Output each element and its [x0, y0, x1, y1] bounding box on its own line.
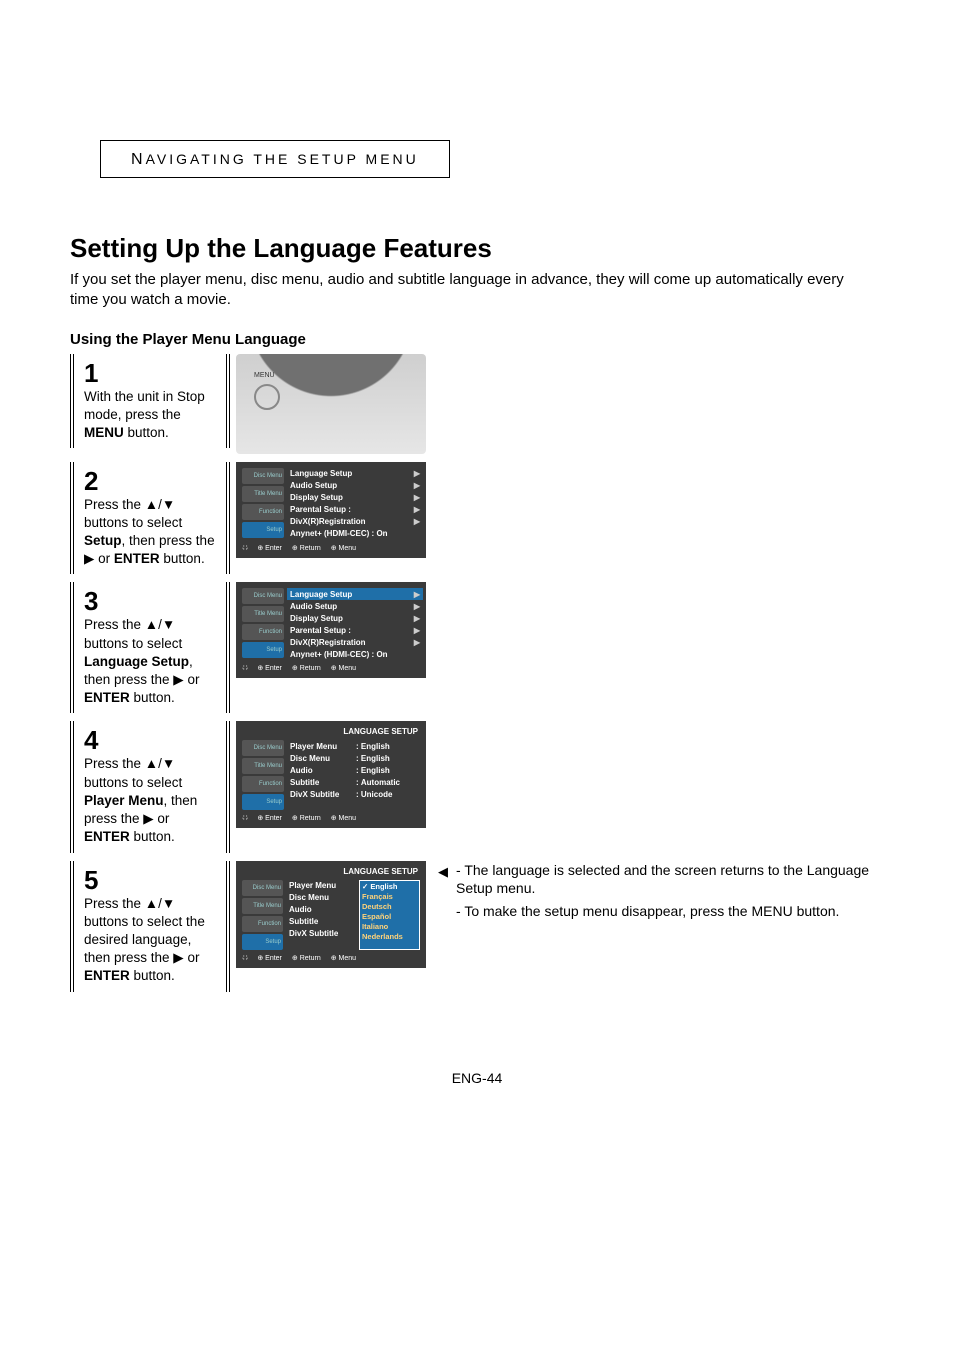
page-title: Setting Up the Language Features [70, 233, 884, 264]
step-number: 5 [84, 867, 216, 893]
language-popup: ✓ English Français Deutsch Español Itali… [359, 880, 420, 950]
intro-paragraph: If you set the player menu, disc menu, a… [70, 270, 854, 311]
chevron-right-icon: ▶ [414, 517, 420, 526]
osd-screenshot-setup: Disc Menu Title Menu Function Setup Lang… [236, 462, 426, 558]
sub-heading: Using the Player Menu Language [70, 331, 884, 348]
step-text: 3 Press the ▲/▼ buttons to select Langua… [70, 582, 230, 713]
dpad-icon: ∙∷∙ [242, 544, 247, 552]
step-text: 5 Press the ▲/▼ buttons to select the de… [70, 861, 230, 992]
step-1: 1 With the unit in Stop mode, press the … [70, 354, 884, 454]
step-number: 4 [84, 727, 216, 753]
chevron-right-icon: ▶ [414, 469, 420, 478]
osd-screenshot-setup-hl: Disc Menu Title Menu Function Setup Lang… [236, 582, 426, 678]
note-item: - The language is selected and the scree… [456, 861, 884, 899]
chevron-right-icon: ▶ [414, 481, 420, 490]
steps-container: 1 With the unit in Stop mode, press the … [70, 354, 884, 1000]
step-4: 4 Press the ▲/▼ buttons to select Player… [70, 721, 884, 852]
page-number: ENG-44 [70, 1070, 884, 1086]
step-text: 4 Press the ▲/▼ buttons to select Player… [70, 721, 230, 852]
step-body: Press the ▲/▼ buttons to select Player M… [84, 755, 216, 846]
dpad-icon: ∙∷∙ [242, 814, 247, 822]
dpad-icon: ∙∷∙ [242, 954, 247, 962]
chevron-right-icon: ▶ [414, 590, 420, 599]
osd-menu-items: Language Setup▶ Audio Setup▶ Display Set… [284, 468, 420, 540]
triangle-left-icon: ◀ [438, 863, 448, 881]
section-label-text: AVIGATING THE SETUP MENU [146, 151, 419, 167]
side-icon: Disc Menu [242, 468, 284, 484]
dpad-icon: ∙∷∙ [242, 664, 247, 672]
side-icon: Title Menu [242, 486, 284, 502]
osd-screenshot-language: LANGUAGE SETUP Disc Menu Title Menu Func… [236, 721, 426, 828]
step-body: With the unit in Stop mode, press the ME… [84, 388, 216, 443]
notes-block: ◀ - The language is selected and the scr… [438, 861, 884, 922]
step-5: 5 Press the ▲/▼ buttons to select the de… [70, 861, 884, 992]
osd-footer: ∙∷∙ ⊕ Enter ⊕ Return ⊕ Menu [242, 540, 420, 552]
step-body: Press the ▲/▼ buttons to select Language… [84, 616, 216, 707]
section-label: NAVIGATING THE SETUP MENU [100, 140, 450, 178]
step-body: Press the ▲/▼ buttons to select Setup, t… [84, 496, 216, 569]
step-number: 3 [84, 588, 216, 614]
side-icon: Function [242, 504, 284, 520]
step-3: 3 Press the ▲/▼ buttons to select Langua… [70, 582, 884, 713]
step-text: 1 With the unit in Stop mode, press the … [70, 354, 230, 449]
chevron-right-icon: ▶ [414, 493, 420, 502]
step-2: 2 Press the ▲/▼ buttons to select Setup,… [70, 462, 884, 575]
remote-illustration [236, 354, 426, 454]
osd-side-icons: Disc Menu Title Menu Function Setup [242, 468, 284, 540]
note-item: - To make the setup menu disappear, pres… [456, 902, 884, 921]
step-text: 2 Press the ▲/▼ buttons to select Setup,… [70, 462, 230, 575]
side-icon: Setup [242, 522, 284, 538]
step-body: Press the ▲/▼ buttons to select the desi… [84, 895, 216, 986]
chevron-right-icon: ▶ [414, 505, 420, 514]
step-number: 1 [84, 360, 216, 386]
step-number: 2 [84, 468, 216, 494]
osd-screenshot-language-popup: LANGUAGE SETUP Disc Menu Title Menu Func… [236, 861, 426, 968]
